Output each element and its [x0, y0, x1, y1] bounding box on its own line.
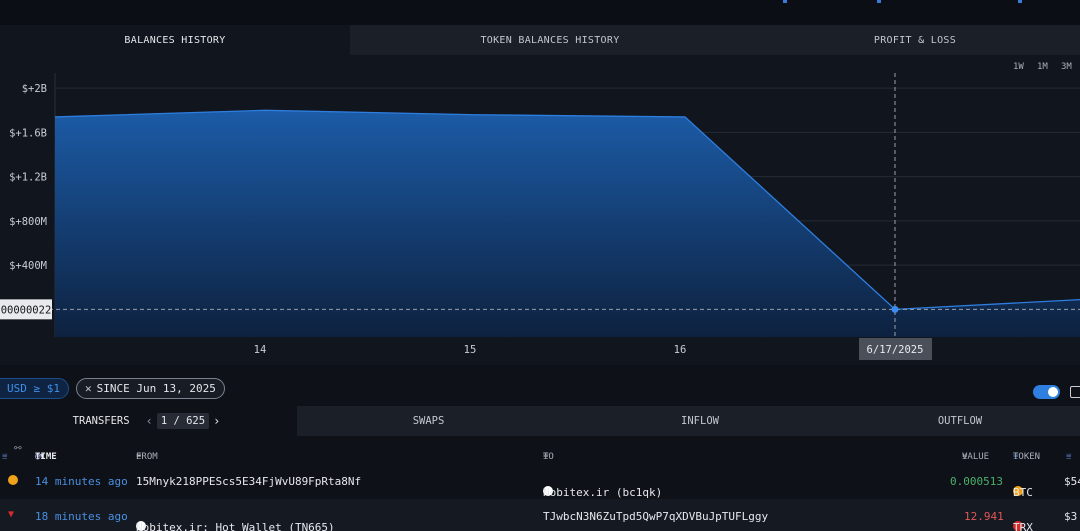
crosshair-x-label-box: [859, 338, 932, 360]
table-tabs: TRANSFERS ‹ 1 / 625 › SWAPS INFLOW OUTFL…: [0, 406, 1080, 436]
row-from[interactable]: 15Mnyk218PPEScs5E34FjWvU89FpRta8Nf: [136, 475, 362, 488]
top-link-fragment: [877, 0, 881, 3]
row-usd: $54: [1064, 475, 1080, 488]
tab-swaps[interactable]: SWAPS: [297, 406, 560, 436]
filter-icon[interactable]: ⩸: [543, 452, 549, 462]
filter-icon[interactable]: ⩸: [136, 452, 142, 462]
row-value: 12.941: [964, 510, 1004, 523]
x-tick-label: 16: [674, 344, 687, 356]
column-time-label: TIME: [35, 452, 57, 462]
balance-history-chart[interactable]: $+2B $+1.6B $+1.2B $+800M $+400M 00000022 14 15…: [0, 55, 1080, 365]
row-from-label: Nobitex.ir: Hot Wallet (TN665): [136, 521, 335, 531]
sort-down-icon[interactable]: ▼: [40, 452, 45, 460]
close-icon[interactable]: ✕: [85, 382, 92, 395]
y-tick-label: $+1.2B: [9, 172, 47, 184]
table-header: ⩸ ⚯ ◷ ⩸ TIME ▼ ⩸ FROM ⩸ TO ⩸ VALUE ⩸ TOK…: [2, 444, 1072, 462]
clock-icon: ◷: [35, 452, 41, 462]
tab-inflow[interactable]: INFLOW: [560, 406, 840, 436]
table-row[interactable]: ▼ 18 minutes ago Nobitex.ir: Hot Wallet …: [0, 499, 1080, 531]
range-1m-button[interactable]: 1M: [1037, 62, 1048, 72]
entity-icon: [543, 486, 553, 496]
table-row[interactable]: 14 minutes ago 15Mnyk218PPEScs5E34FjWvU8…: [0, 464, 1080, 499]
column-to-label: TO: [543, 452, 554, 462]
usd-filter-chip[interactable]: USD ≥ $1: [0, 378, 69, 399]
toggle-knob: [1048, 387, 1058, 397]
tron-icon: [1013, 521, 1023, 531]
crosshair-x-label: 6/17/2025: [867, 344, 924, 356]
balance-area: [55, 110, 1080, 337]
row-to[interactable]: TJwbcN3N6ZuTpd5QwP7qXDVBuJpTUFLggy: [543, 510, 769, 523]
column-from-label: FROM: [136, 452, 158, 462]
toggle-switch[interactable]: [1033, 385, 1060, 399]
bitcoin-icon: [8, 475, 18, 485]
entity-icon: [136, 521, 146, 531]
chart-tabs: BALANCES HISTORY TOKEN BALANCES HISTORY …: [0, 25, 1080, 55]
tab-outflow[interactable]: OUTFLOW: [840, 406, 1080, 436]
filter-icon[interactable]: ⩸: [35, 452, 41, 462]
tab-profit-and-loss[interactable]: PROFIT & LOSS: [750, 25, 1080, 55]
y-tick-label: $+800M: [9, 216, 47, 228]
since-filter-label: SINCE Jun 13, 2025: [96, 382, 216, 395]
crosshair-point: [891, 305, 899, 313]
crosshair-y-label: 00000022: [1, 304, 52, 316]
top-link-fragment: [1018, 0, 1022, 3]
link-icon[interactable]: ⚯: [14, 444, 22, 454]
balance-line: [54, 109, 1080, 311]
row-time[interactable]: 14 minutes ago: [35, 475, 128, 488]
range-3m-button[interactable]: 3M: [1061, 62, 1072, 72]
range-1w-button[interactable]: 1W: [1013, 62, 1024, 72]
pagination: ‹ 1 / 625 ›: [142, 413, 225, 429]
row-token-label: BTC: [1013, 486, 1033, 499]
crosshair-y-label-box: [0, 299, 52, 320]
since-filter-chip[interactable]: ✕ SINCE Jun 13, 2025: [76, 378, 225, 399]
y-tick-label: $+2B: [22, 83, 47, 95]
y-tick-label: $+1.6B: [9, 127, 47, 139]
tron-icon: ▼: [8, 509, 15, 520]
filter-icon[interactable]: ⩸: [1013, 452, 1019, 462]
row-to-label: Nobitex.ir (bc1qk): [543, 486, 663, 499]
usd-filter-label: USD ≥ $1: [7, 382, 60, 395]
row-token-label: TRX: [1013, 521, 1033, 531]
top-link-fragment: [783, 0, 787, 3]
x-tick-label: 15: [464, 344, 477, 356]
copy-icon[interactable]: [1070, 386, 1080, 398]
column-token-label: TOKEN: [1013, 452, 1041, 462]
row-value: 0.000513: [950, 475, 1003, 488]
row-time[interactable]: 18 minutes ago: [35, 510, 128, 523]
filter-icon[interactable]: ⩸: [962, 452, 968, 462]
tab-transfers-label: TRANSFERS: [72, 415, 130, 427]
x-tick-label: 14: [254, 344, 267, 356]
column-value-label: VALUE: [962, 452, 990, 462]
tab-balances-history[interactable]: BALANCES HISTORY: [0, 25, 350, 55]
y-tick-label: $+400M: [9, 260, 47, 272]
top-strip: [0, 0, 1080, 25]
page-indicator: 1 / 625: [156, 413, 210, 429]
bitcoin-icon: [1013, 486, 1023, 496]
row-usd: $3: [1064, 510, 1078, 523]
chevron-left-icon[interactable]: ‹: [145, 414, 153, 428]
tab-token-balances-history[interactable]: TOKEN BALANCES HISTORY: [350, 25, 750, 55]
chevron-right-icon[interactable]: ›: [213, 414, 221, 428]
tab-transfers[interactable]: TRANSFERS ‹ 1 / 625 ›: [0, 406, 297, 436]
